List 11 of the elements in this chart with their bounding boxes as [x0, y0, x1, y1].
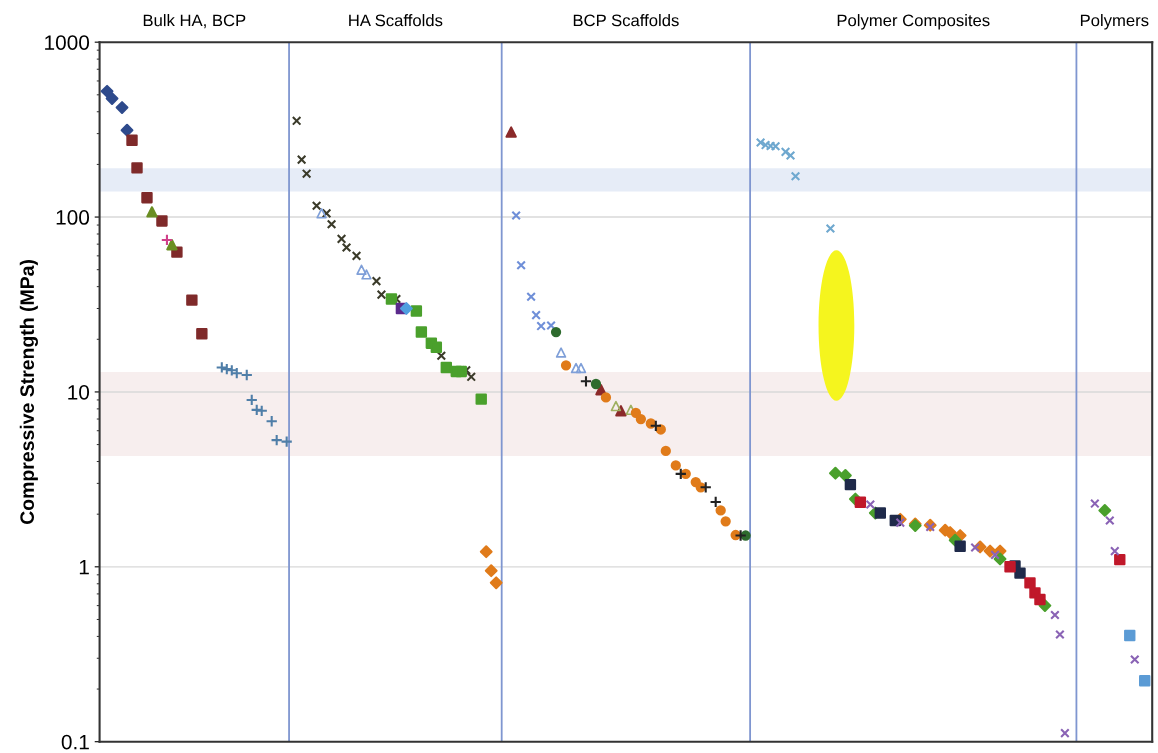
text: Polymer Composites — [837, 14, 990, 30]
text: HA Scaffolds — [349, 14, 443, 27]
text: Polymers — [1080, 14, 1149, 30]
y-axis-title: Compressive Strength (MPa) — [19, 260, 38, 525]
y-tick-label: 0.1 — [61, 734, 89, 750]
text: Bulk HA, BCP — [143, 14, 246, 29]
y-tick-label: 1 — [79, 560, 89, 575]
y-tick-label: 1000 — [45, 35, 90, 50]
y-tick-label: 10 — [68, 384, 90, 400]
text: BCP Scaffolds — [573, 14, 679, 27]
y-tick-label: 100 — [56, 210, 90, 225]
